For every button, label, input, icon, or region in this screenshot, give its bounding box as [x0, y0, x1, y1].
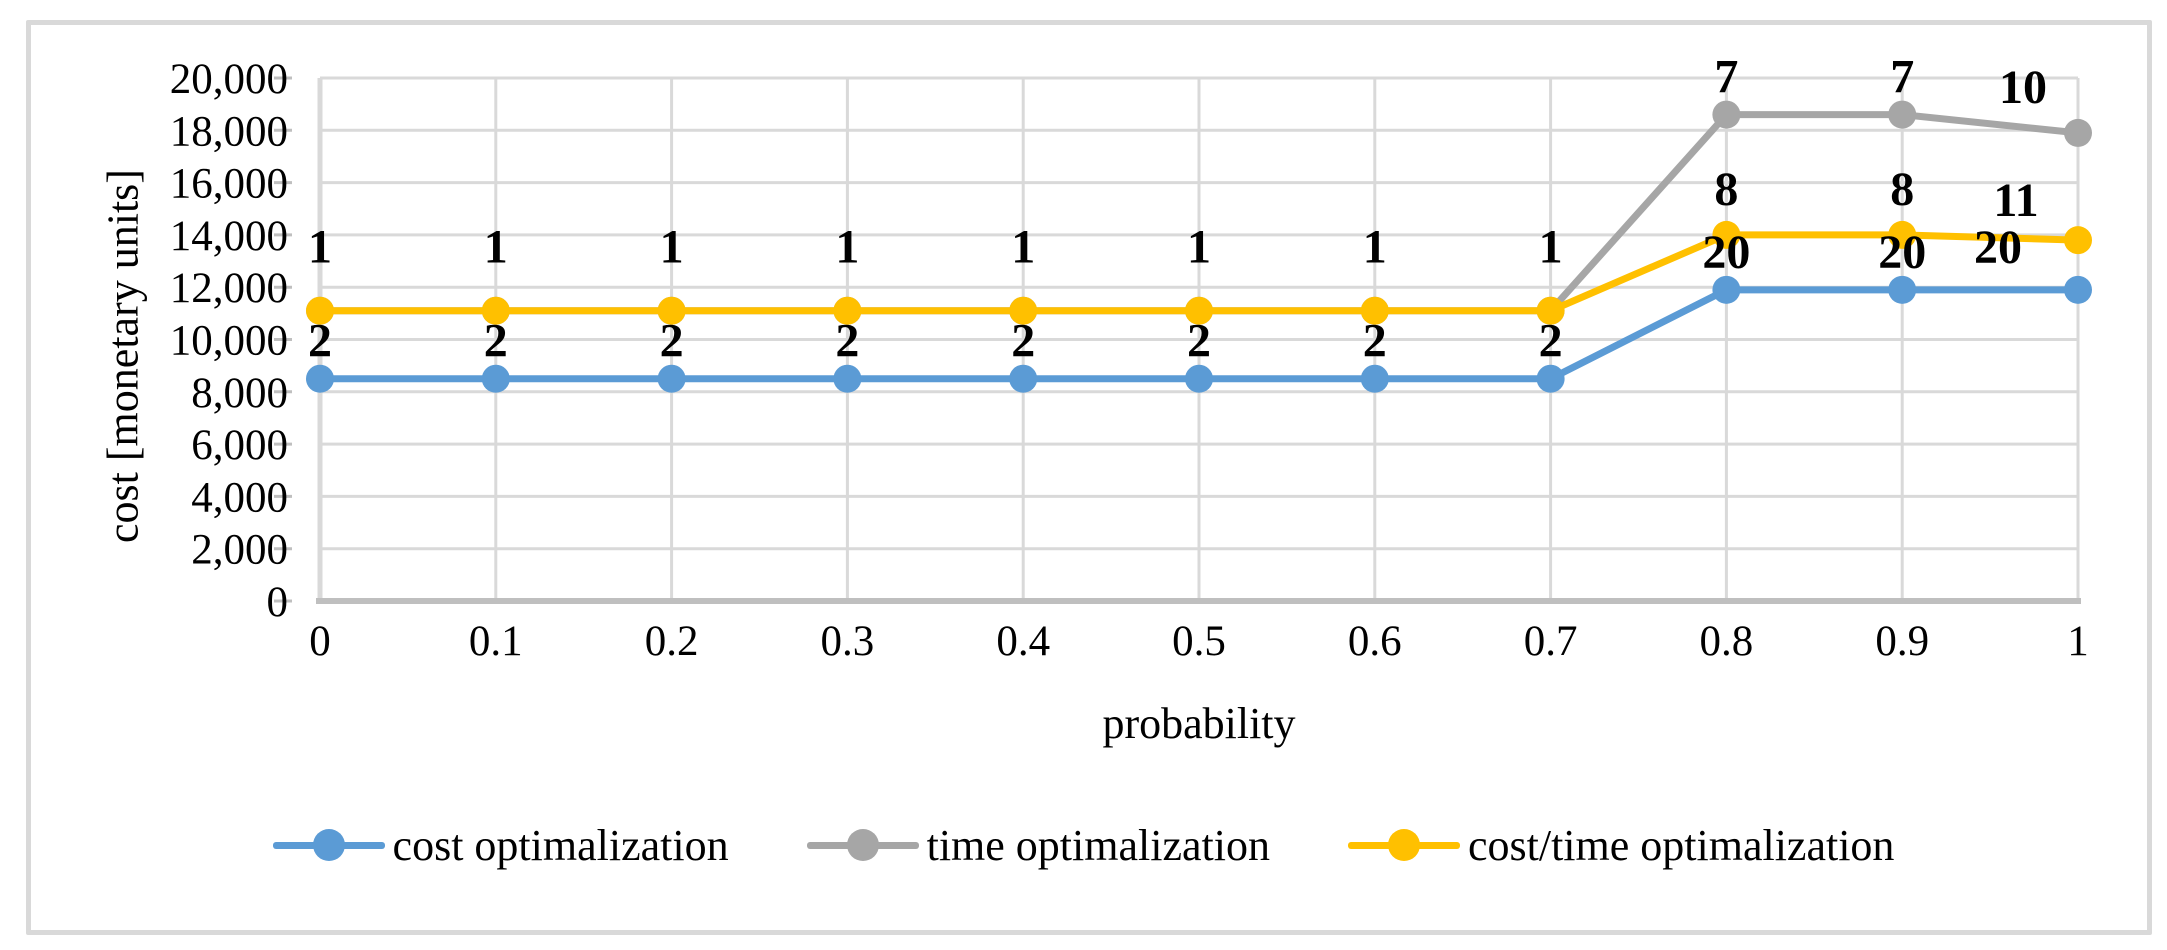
- data-point: [2064, 118, 2092, 147]
- legend-label: time optimalization: [926, 820, 1270, 870]
- data-point: [1009, 296, 1038, 325]
- y-tick-label: 2,000: [191, 527, 288, 574]
- y-tick-label: 0: [267, 579, 289, 626]
- x-tick-label: 0.1: [469, 618, 523, 665]
- data-point: [1360, 296, 1389, 325]
- data-point: [1888, 275, 1917, 304]
- y-tick-label: 16,000: [170, 161, 288, 208]
- data-point: [1888, 100, 1917, 129]
- data-label: 7: [1714, 51, 1738, 104]
- circle-marker-icon: [312, 829, 345, 861]
- data-point: [833, 296, 862, 325]
- circle-marker-icon: [846, 829, 879, 861]
- data-label: 1: [1539, 221, 1563, 274]
- data-point: [833, 364, 862, 393]
- legend-label: cost/time optimalization: [1467, 820, 1895, 870]
- data-point: [1712, 275, 1741, 304]
- legend-item-cost-optimalization: cost optimalization: [272, 820, 729, 871]
- y-tick-label: 10,000: [170, 318, 288, 365]
- line-marker-icon: [1347, 829, 1460, 861]
- x-tick-label: 0.7: [1524, 618, 1578, 665]
- y-tick-label: 6,000: [191, 422, 288, 469]
- data-label: 20: [1974, 221, 2022, 274]
- figure-border: [26, 20, 2152, 935]
- x-tick-label: 0.5: [1172, 618, 1226, 665]
- x-tick-label: 0.4: [996, 618, 1050, 665]
- x-tick-label: 0.6: [1348, 618, 1402, 665]
- data-point: [481, 296, 510, 325]
- data-label: 11: [1993, 174, 2038, 227]
- data-point: [306, 296, 334, 325]
- data-label: 7: [1890, 51, 1914, 104]
- data-point: [1009, 364, 1038, 393]
- data-label: 2: [1539, 315, 1563, 368]
- legend-label: cost optimalization: [392, 820, 729, 870]
- data-label: 1: [1011, 221, 1035, 274]
- data-point: [1712, 100, 1741, 129]
- line-marker-icon: [272, 829, 385, 861]
- data-label: 20: [1878, 226, 1926, 279]
- legend-item-cost-time-optimalization: cost/time optimalization: [1347, 820, 1895, 871]
- legend: cost optimalization time optimalization …: [0, 818, 2167, 872]
- x-tick-label: 1: [2067, 618, 2089, 665]
- x-tick-label: 0.2: [645, 618, 699, 665]
- data-point: [657, 364, 686, 393]
- data-label: 2: [484, 315, 508, 368]
- y-axis-title: cost [monetary units]: [98, 169, 148, 543]
- x-tick-label: 0.8: [1700, 618, 1754, 665]
- legend-item-time-optimalization: time optimalization: [806, 820, 1270, 871]
- x-tick-label: 0.3: [821, 618, 875, 665]
- x-axis-title: probability: [1102, 699, 1296, 748]
- data-label: 2: [660, 315, 684, 368]
- data-point: [1185, 296, 1213, 325]
- data-label: 1: [660, 221, 684, 274]
- data-label: 1: [484, 221, 508, 274]
- data-label: 2: [1187, 315, 1211, 368]
- data-point: [2064, 226, 2092, 255]
- x-tick-label: 0: [309, 618, 331, 665]
- circle-marker-icon: [1387, 829, 1420, 861]
- y-tick-label: 18,000: [170, 108, 288, 155]
- data-label: 1: [1363, 221, 1387, 274]
- data-point: [1888, 220, 1917, 249]
- y-tick-label: 14,000: [170, 213, 288, 260]
- data-point: [1185, 364, 1213, 393]
- data-label: 2: [835, 315, 859, 368]
- data-point: [1360, 364, 1389, 393]
- data-label: 2: [1363, 315, 1387, 368]
- data-label: 8: [1890, 163, 1914, 216]
- y-tick-label: 20,000: [170, 56, 288, 103]
- data-point: [1536, 364, 1565, 393]
- data-point: [306, 364, 334, 393]
- data-label: 1: [308, 221, 332, 274]
- y-tick-label: 12,000: [170, 265, 288, 312]
- data-point: [2064, 275, 2092, 304]
- data-label: 2: [1011, 315, 1035, 368]
- data-point: [1536, 296, 1565, 325]
- data-label: 2: [308, 315, 332, 368]
- data-label: 20: [1702, 226, 1750, 279]
- data-label: 10: [1999, 61, 2047, 114]
- data-point: [657, 296, 686, 325]
- data-point: [481, 364, 510, 393]
- data-label: 8: [1714, 163, 1738, 216]
- data-label: 1: [835, 221, 859, 274]
- line-marker-icon: [806, 829, 919, 861]
- y-tick-label: 8,000: [191, 370, 288, 417]
- data-point: [1712, 220, 1741, 249]
- y-tick-label: 4,000: [191, 474, 288, 521]
- data-label: 1: [1187, 221, 1211, 274]
- x-tick-label: 0.9: [1875, 618, 1929, 665]
